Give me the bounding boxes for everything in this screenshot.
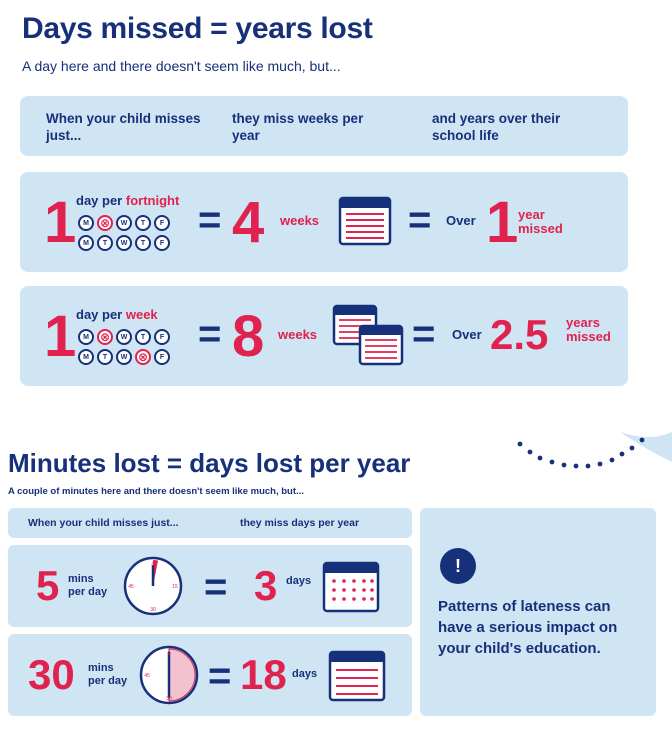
fortnight-week2-dots: M T W T F (78, 235, 170, 251)
missed-day-icon: ⊗ (97, 329, 113, 345)
day-dot: W (116, 329, 132, 345)
decorative-dots (517, 432, 672, 469)
clock-icon: 0 15 30 45 (123, 556, 183, 616)
clock-mark-bottom: 30 (166, 696, 172, 702)
clock-mark-right: 15 (172, 584, 178, 590)
calendar-icon (338, 196, 392, 246)
thirty-mins-row-card: 30 mins per day 0 45 30 = 18 days (8, 634, 412, 716)
calendars-icon (332, 304, 404, 366)
section2-col1-heading: When your child misses just... (28, 517, 179, 529)
clock-mark-top: 0 (152, 562, 155, 568)
fortnight-over-label: Over (446, 213, 476, 228)
five-mins-days-unit: days (286, 575, 312, 587)
missed-day-icon: ⊗ (135, 349, 151, 365)
fortnight-weeks-num: 4 (232, 190, 265, 255)
clock-mark-left: 45 (128, 584, 134, 590)
week-years-label: years missed (566, 315, 611, 344)
week-week2-dots: M T W ⊗ F (78, 349, 170, 365)
day-dot: M (78, 235, 94, 251)
clock-mark-top: 0 (168, 651, 171, 657)
week-years-num: 2.5 (490, 311, 549, 358)
five-mins-days-num: 3 (254, 562, 278, 609)
five-mins-unit: mins per day (68, 573, 108, 598)
col3-heading: and years over their school life (432, 111, 561, 143)
day-dot: T (135, 235, 151, 251)
week-row-card: 1 day per week M ⊗ W T F M T W ⊗ F = 8 w… (20, 286, 628, 386)
day-dot: W (116, 349, 132, 365)
week-over-label: Over (452, 327, 482, 342)
clock-icon: 0 45 30 (139, 645, 199, 705)
fortnight-years-num: 1 (486, 190, 519, 255)
fortnight-label: day per fortnight (76, 193, 180, 208)
col1-heading: When your child misses just... (46, 111, 201, 143)
week-label: day per week (76, 307, 158, 322)
day-dot: M (78, 329, 94, 345)
section2-col2-heading: they miss days per year (240, 517, 360, 529)
lateness-info-card: ! Patterns of lateness can have a seriou… (420, 508, 656, 716)
fortnight-num: 1 (44, 190, 77, 255)
equals-sign: = (198, 198, 222, 242)
day-dot: T (135, 329, 151, 345)
section2-title: Minutes lost = days lost per year (8, 448, 411, 478)
calendar-icon (328, 650, 386, 702)
clock-mark-bottom: 30 (150, 607, 156, 613)
day-dot: F (154, 329, 170, 345)
day-dot: W (116, 215, 132, 231)
day-dot: W (116, 235, 132, 251)
week-weeks-num: 8 (232, 304, 265, 369)
day-dot: T (135, 215, 151, 231)
day-dot: M (78, 349, 94, 365)
day-dot: F (154, 235, 170, 251)
fortnight-weeks-unit: weeks (280, 213, 320, 228)
equals-sign: = (198, 312, 222, 356)
equals-sign: = (408, 198, 432, 242)
section1-header-card: When your child misses just... they miss… (20, 96, 628, 156)
thirty-mins-days-unit: days (292, 668, 318, 680)
missed-day-icon: ⊗ (97, 215, 113, 231)
day-dot: M (78, 215, 94, 231)
week-weeks-unit: weeks (278, 327, 318, 342)
day-dot: F (154, 215, 170, 231)
week-num: 1 (44, 304, 77, 369)
day-dot: T (97, 235, 113, 251)
section1-subtitle: A day here and there doesn't seem like m… (22, 58, 341, 74)
lateness-message: Patterns of lateness can have a serious … (438, 598, 618, 657)
thirty-mins-num: 30 (28, 651, 75, 698)
fortnight-row-card: 1 day per fortnight M ⊗ W T F M T W T F … (20, 172, 628, 272)
day-dot: T (97, 349, 113, 365)
five-mins-row-card: 5 mins per day 0 15 30 45 = 3 days (8, 545, 412, 627)
fortnight-week1-dots: M ⊗ W T F (78, 215, 170, 231)
day-dot: F (154, 349, 170, 365)
clock-mark-left: 45 (144, 673, 150, 679)
section2-header-card: When your child misses just... they miss… (8, 508, 412, 538)
week-week1-dots: M ⊗ W T F (78, 329, 170, 345)
section2-subtitle: A couple of minutes here and there doesn… (8, 486, 304, 497)
equals-sign: = (204, 565, 228, 609)
calendar-icon (322, 561, 380, 613)
equals-sign: = (412, 312, 436, 356)
equals-sign: = (208, 654, 232, 698)
thirty-mins-unit: mins per day (88, 662, 128, 687)
info-icon: ! (440, 548, 476, 584)
fortnight-years-label: year missed (518, 207, 563, 236)
five-mins-num: 5 (36, 562, 60, 609)
section1-title: Days missed = years lost (22, 12, 373, 45)
thirty-mins-days-num: 18 (240, 651, 287, 698)
col2-heading: they miss weeks per year (232, 111, 364, 143)
